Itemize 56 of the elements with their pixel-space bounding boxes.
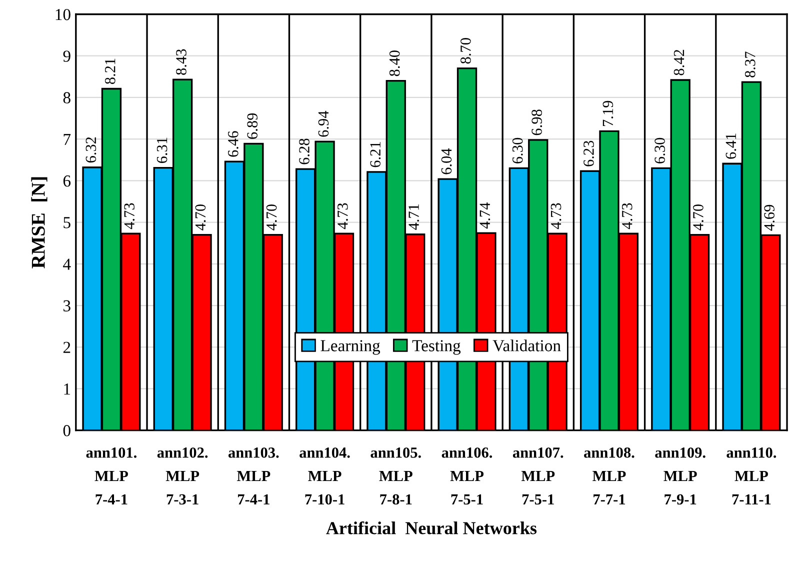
data-label: 6.89	[247, 113, 258, 139]
x-tick-label: ann107. MLP 7-5-1	[512, 447, 564, 505]
x-tick-label: ann106. MLP 7-5-1	[442, 447, 492, 505]
data-label: 8.21	[104, 58, 116, 84]
data-label: 6.94	[318, 110, 329, 137]
data-label: 8.37	[744, 52, 756, 78]
legend-label: Validation	[492, 340, 561, 352]
data-label: 6.28	[299, 138, 310, 164]
data-label: 4.73	[550, 203, 562, 230]
data-label: 4.70	[195, 204, 206, 230]
y-tick-label: 8	[63, 92, 70, 104]
x-tick-label: ann109. MLP 7-9-1	[655, 447, 706, 505]
data-label: 4.71	[408, 204, 419, 230]
y-tick-label: 2	[63, 342, 70, 353]
legend-label: Learning	[320, 340, 380, 355]
x-axis-title: Artificial Neural Networks	[326, 521, 537, 534]
x-tick-label: ann108. MLP 7-7-1	[584, 447, 634, 504]
y-tick-label: 6	[63, 175, 71, 187]
data-label: 6.04	[441, 148, 452, 174]
x-tick-label: ann110. MLP 7-11-1	[726, 447, 776, 504]
data-label: 4.73	[338, 203, 348, 230]
data-label: 4.74	[480, 202, 490, 229]
data-label: 4.73	[124, 203, 135, 230]
data-label: 6.31	[156, 138, 168, 163]
data-label: 6.32	[86, 137, 96, 163]
data-label: 6.41	[726, 134, 736, 159]
y-tick-label: 4	[63, 258, 71, 270]
data-label: 8.70	[460, 38, 471, 64]
data-label: 6.98	[532, 110, 542, 136]
x-tick-label: ann104. MLP 7-10-1	[300, 447, 350, 505]
legend-label: Testing	[412, 340, 461, 355]
data-label: 6.21	[370, 142, 381, 168]
y-tick-label: 3	[64, 300, 70, 312]
data-label: 4.73	[622, 203, 632, 230]
y-tick-label: 1	[64, 384, 70, 395]
data-label: 6.23	[584, 140, 594, 166]
data-label: 8.40	[389, 50, 400, 76]
y-tick-label: 5	[64, 217, 70, 228]
data-label: 8.42	[674, 50, 684, 76]
data-label: 4.70	[693, 204, 704, 230]
data-label: 6.30	[512, 138, 523, 164]
y-axis-title: RMSE [N]	[31, 177, 48, 268]
data-label: 7.19	[602, 100, 614, 126]
x-tick-label: ann103. MLP 7-4-1	[228, 447, 279, 504]
x-tick-label: ann101. MLP 7-4-1	[86, 447, 136, 504]
y-tick-label: 10	[56, 8, 70, 20]
data-label: 4.69	[764, 204, 775, 231]
x-tick-label: ann105. MLP 7-8-1	[370, 447, 421, 505]
y-tick-label: 7	[64, 134, 71, 145]
y-tick-label: 0	[63, 425, 70, 436]
data-label: 8.43	[176, 49, 186, 75]
y-tick-label: 9	[63, 50, 70, 62]
data-label: 6.30	[654, 138, 666, 164]
data-label: 4.70	[266, 204, 277, 230]
x-tick-label: ann102. MLP 7-3-1	[157, 447, 208, 505]
data-label: 6.46	[228, 131, 238, 157]
